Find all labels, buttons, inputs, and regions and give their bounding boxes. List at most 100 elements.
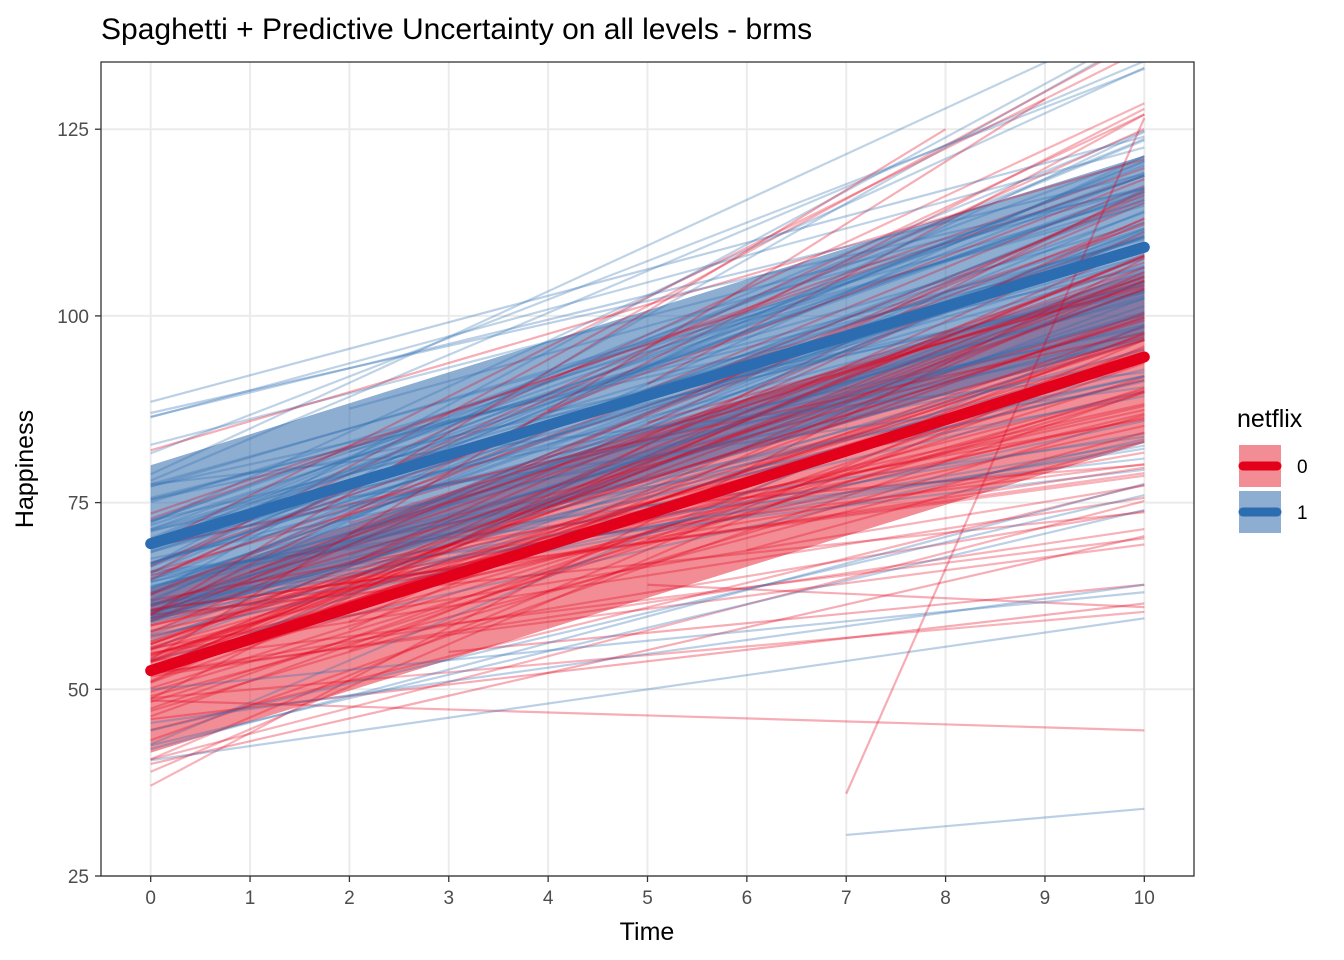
spaghetti-line-netflix-1 <box>150 187 1145 547</box>
spaghetti-line-netflix-0 <box>746 440 1145 552</box>
spaghetti-line-netflix-1 <box>150 187 1145 415</box>
spaghetti-line-netflix-0 <box>150 339 1145 668</box>
spaghetti-line-netflix-1 <box>150 211 1145 568</box>
spaghetti-line-netflix-1 <box>150 155 1145 523</box>
spaghetti-line-netflix-0 <box>150 127 1145 580</box>
spaghetti-line-netflix-0 <box>150 699 1145 732</box>
spaghetti-line-netflix-0 <box>150 356 1145 710</box>
x-axis-title: Time <box>620 918 675 946</box>
spaghetti-line-netflix-1 <box>150 591 1145 691</box>
spaghetti-line-netflix-0 <box>150 389 1145 651</box>
spaghetti-line-netflix-1 <box>150 371 1145 486</box>
spaghetti-line-netflix-1 <box>150 338 1145 548</box>
spaghetti-line-netflix-1 <box>150 447 1145 606</box>
spaghetti-line-netflix-1 <box>150 295 1145 584</box>
spaghetti-line-netflix-1 <box>150 379 1145 618</box>
spaghetti-line-netflix-0 <box>647 286 1145 424</box>
spaghetti-line-netflix-0 <box>150 261 1145 608</box>
spaghetti-line-netflix-0 <box>150 499 1145 761</box>
spaghetti-line-netflix-0 <box>150 347 1145 657</box>
spaghetti-line-netflix-0 <box>150 466 1145 620</box>
x-tick-label: 3 <box>443 888 454 909</box>
spaghetti-line-netflix-1 <box>150 291 1145 594</box>
x-tick-label: 4 <box>543 888 554 909</box>
spaghetti-line-netflix-1 <box>150 323 1145 746</box>
spaghetti-line-netflix-1 <box>349 323 1145 509</box>
spaghetti-line-netflix-1 <box>349 187 1145 410</box>
y-tick-label: 125 <box>57 120 89 141</box>
spaghetti-line-netflix-0 <box>150 62 1122 547</box>
x-tick-label: 6 <box>742 888 753 909</box>
spaghetti-line-netflix-1 <box>150 171 1145 544</box>
spaghetti-line-netflix-0 <box>647 463 1145 507</box>
spaghetti-line-netflix-1 <box>150 139 1145 545</box>
legend-label-1: 1 <box>1297 503 1308 524</box>
spaghetti-line-netflix-1 <box>150 441 1145 613</box>
y-axis: 25 50 75 100 125 <box>57 120 101 888</box>
spaghetti-line-netflix-1 <box>150 305 1145 633</box>
spaghetti-line-netflix-0 <box>150 511 1145 616</box>
spaghetti-line-netflix-1 <box>150 62 1088 567</box>
spaghetti-line-netflix-0 <box>249 218 1145 574</box>
spaghetti-line-netflix-0 <box>150 610 1145 700</box>
x-axis: 0 1 2 3 4 5 6 7 8 9 10 <box>145 876 1155 909</box>
spaghetti-line-netflix-1 <box>150 238 1145 501</box>
spaghetti-line-netflix-0 <box>150 287 1145 664</box>
spaghetti-line-netflix-1 <box>150 583 1145 724</box>
spaghetti-line-netflix-1 <box>150 228 1145 590</box>
spaghetti-line-netflix-0 <box>150 319 1145 614</box>
spaghetti-line-netflix-0 <box>150 332 1145 548</box>
spaghetti-line-netflix-1 <box>150 281 1145 554</box>
spaghetti-line-netflix-1 <box>150 174 1145 522</box>
spaghetti-line-netflix-1 <box>150 395 1145 580</box>
spaghetti-line-netflix-1 <box>150 159 1145 574</box>
spaghetti-line-netflix-0 <box>150 107 1145 617</box>
spaghetti-line-netflix-1 <box>150 283 1145 522</box>
spaghetti-line-netflix-1 <box>150 155 1145 614</box>
x-tick-label: 10 <box>1134 888 1155 909</box>
spaghetti-line-netflix-0 <box>150 275 1145 663</box>
spaghetti-line-netflix-1 <box>150 146 1145 419</box>
spaghetti-line-netflix-0 <box>150 62 1103 575</box>
spaghetti-line-netflix-0 <box>150 337 1145 657</box>
spaghetti-line-netflix-0 <box>150 527 1145 678</box>
spaghetti-line-netflix-1 <box>349 280 1145 557</box>
chart-title: Spaghetti + Predictive Uncertainty on al… <box>101 13 812 46</box>
spaghetti-line-netflix-1 <box>349 189 1145 471</box>
spaghetti-line-netflix-0 <box>150 335 1145 620</box>
spaghetti-line-netflix-1 <box>150 246 1145 499</box>
spaghetti-line-netflix-0 <box>349 408 1145 586</box>
spaghetti-line-netflix-1 <box>150 509 1145 747</box>
spaghetti-line-netflix-0 <box>150 288 1145 646</box>
spaghetti-line-netflix-0 <box>845 117 1146 795</box>
spaghetti-line-netflix-0 <box>150 254 1145 670</box>
y-tick-label: 75 <box>68 494 89 515</box>
legend-label-0: 0 <box>1297 457 1308 478</box>
spaghetti-line-netflix-0 <box>150 253 1145 670</box>
spaghetti-line-netflix-1 <box>150 186 1145 446</box>
x-tick-label: 1 <box>245 888 256 909</box>
spaghetti-line-netflix-0 <box>150 496 1145 655</box>
spaghetti-line-netflix-0 <box>150 280 1145 659</box>
spaghetti-line-netflix-1 <box>349 386 1145 499</box>
mean-lines <box>145 241 1150 677</box>
spaghetti-line-netflix-0 <box>150 404 1145 638</box>
spaghetti-line-netflix-1 <box>150 62 1100 597</box>
mean-line-netflix-0 <box>145 351 1150 677</box>
spaghetti-line-netflix-1 <box>150 330 1145 594</box>
spaghetti-line-netflix-0 <box>150 313 1145 606</box>
spaghetti-line-netflix-0 <box>150 378 1145 627</box>
x-tick-label: 9 <box>1040 888 1051 909</box>
spaghetti-line-netflix-0 <box>349 276 1145 535</box>
spaghetti-line-netflix-1 <box>150 356 1145 626</box>
spaghetti-line-netflix-1 <box>150 210 1145 617</box>
spaghetti-line-netflix-0 <box>448 583 1145 654</box>
spaghetti-line-netflix-0 <box>150 537 1145 662</box>
spaghetti-line-netflix-1 <box>150 192 1145 527</box>
y-tick-label: 50 <box>68 680 89 701</box>
spaghetti-line-netflix-0 <box>150 375 1145 690</box>
spaghetti-line-netflix-0 <box>150 416 1145 633</box>
spaghetti-line-netflix-1 <box>150 129 1145 540</box>
spaghetti-line-netflix-1 <box>150 390 1145 622</box>
